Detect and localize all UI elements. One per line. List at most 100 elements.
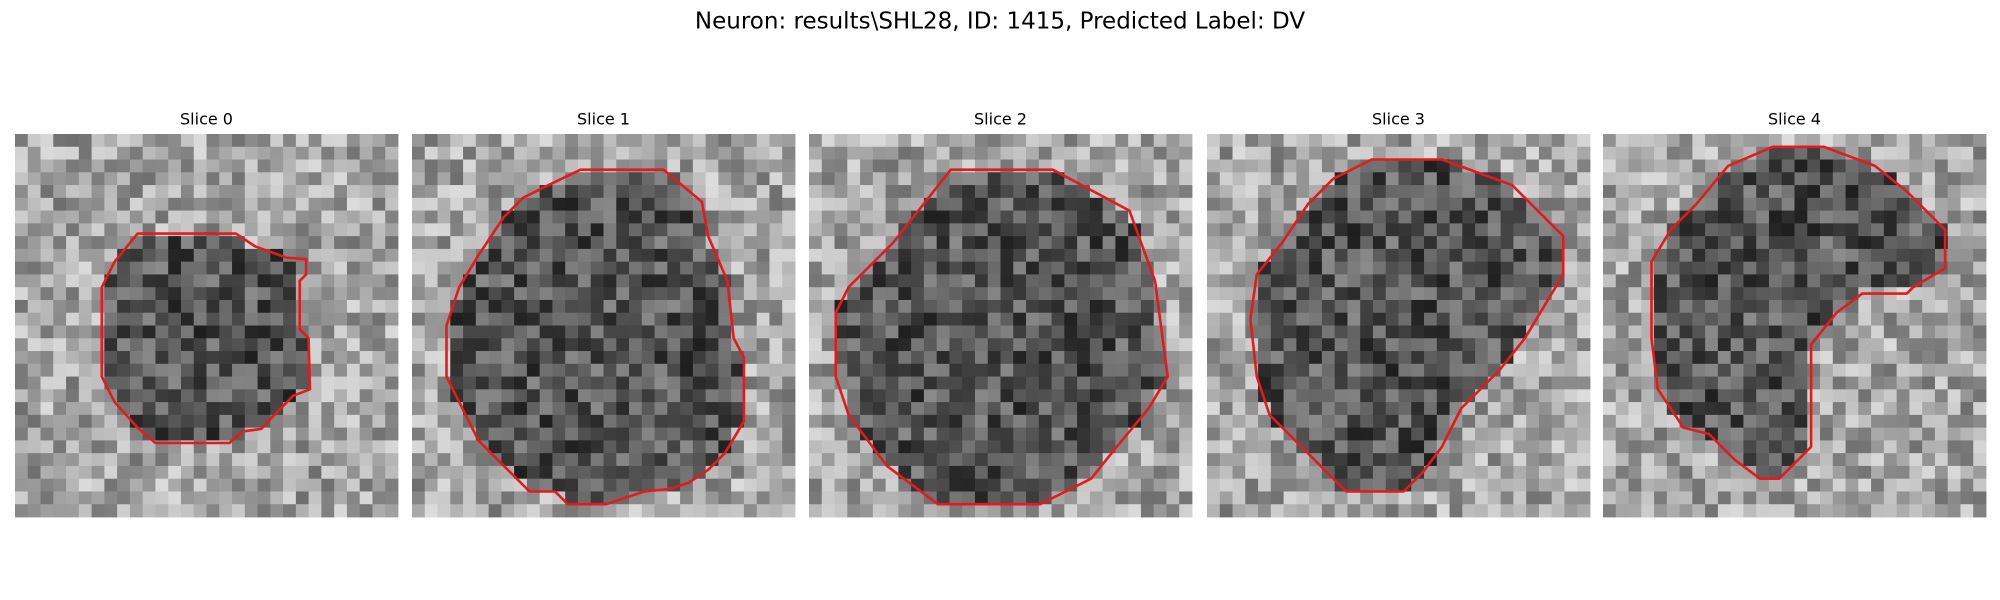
image-pixel [1153, 453, 1167, 467]
image-pixel [1551, 248, 1565, 263]
image-pixel [577, 363, 592, 377]
image-pixel [782, 146, 796, 160]
image-pixel [372, 274, 386, 288]
image-pixel [731, 491, 745, 505]
image-pixel [769, 287, 783, 301]
image-pixel [1462, 261, 1476, 275]
image-pixel [142, 478, 156, 492]
image-pixel [437, 351, 451, 365]
image-pixel [437, 134, 451, 148]
image-pixel [1219, 453, 1233, 467]
image-pixel [412, 504, 426, 518]
image-pixel [1832, 402, 1846, 416]
image-pixel [1270, 146, 1284, 160]
image-pixel [1692, 325, 1706, 339]
image-pixel [1858, 491, 1872, 505]
image-pixel [463, 440, 477, 454]
image-pixel [206, 146, 220, 160]
image-pixel [514, 159, 528, 173]
image-pixel [244, 402, 258, 416]
image-pixel [1781, 414, 1795, 429]
image-pixel [1179, 159, 1193, 173]
image-pixel [974, 210, 989, 224]
image-pixel [1934, 478, 1949, 492]
image-pixel [1334, 402, 1348, 416]
image-pixel [193, 453, 207, 467]
image-pixel [616, 287, 630, 301]
image-pixel [1730, 261, 1744, 275]
image-pixel [1245, 478, 1259, 492]
image-pixel [78, 312, 92, 326]
image-pixel [1232, 427, 1246, 441]
slice-image [15, 134, 399, 518]
image-pixel [1513, 299, 1527, 314]
image-pixel [731, 159, 745, 173]
image-pixel [412, 197, 426, 211]
image-pixel [1526, 312, 1540, 326]
image-pixel [577, 185, 592, 199]
image-pixel [1679, 261, 1693, 275]
image-pixel [1102, 325, 1116, 339]
image-pixel [1385, 453, 1399, 467]
image-pixel [142, 351, 156, 365]
image-pixel [1038, 453, 1052, 467]
image-pixel [1166, 363, 1180, 377]
image-pixel [1500, 402, 1514, 416]
image-pixel [104, 402, 118, 416]
image-pixel [424, 414, 438, 429]
image-pixel [769, 427, 783, 441]
image-pixel [962, 453, 976, 467]
image-pixel [78, 351, 92, 365]
image-pixel [232, 236, 246, 250]
image-pixel [1398, 325, 1412, 339]
image-pixel [1768, 210, 1783, 224]
image-pixel [1820, 299, 1834, 314]
image-pixel [1603, 197, 1617, 211]
image-pixel [577, 299, 592, 314]
image-pixel [987, 491, 1001, 505]
image-pixel [936, 427, 950, 441]
image-pixel [974, 172, 989, 186]
image-pixel [1462, 299, 1476, 314]
image-pixel [488, 236, 502, 250]
image-pixel [860, 312, 874, 326]
image-pixel [308, 402, 322, 416]
image-pixel [334, 376, 348, 390]
image-pixel [1871, 478, 1885, 492]
image-pixel [1128, 389, 1142, 403]
image-pixel [1654, 134, 1668, 148]
image-pixel [1026, 338, 1040, 352]
image-pixel [1270, 465, 1284, 480]
image-pixel [1743, 159, 1757, 173]
image-pixel [1321, 376, 1336, 390]
image-pixel [1743, 325, 1757, 339]
image-pixel [1513, 325, 1527, 339]
image-pixel [809, 312, 823, 326]
image-pixel [987, 338, 1001, 352]
image-pixel [923, 351, 938, 365]
image-pixel [1973, 312, 1987, 326]
image-pixel [206, 185, 220, 199]
image-pixel [91, 504, 105, 518]
image-pixel [667, 363, 681, 377]
image-pixel [1934, 427, 1949, 441]
image-pixel [1679, 210, 1693, 224]
image-pixel [667, 376, 681, 390]
image-pixel [860, 197, 874, 211]
image-pixel [1756, 210, 1770, 224]
image-pixel [1564, 389, 1578, 403]
image-pixel [1424, 389, 1438, 403]
image-pixel [450, 223, 464, 237]
image-pixel [1730, 504, 1744, 518]
image-pixel [155, 172, 169, 186]
image-pixel [1551, 338, 1565, 352]
image-pixel [1207, 312, 1221, 326]
image-pixel [514, 134, 528, 148]
image-pixel [1705, 134, 1719, 148]
image-pixel [321, 491, 335, 505]
image-pixel [629, 325, 643, 339]
image-pixel [1013, 185, 1027, 199]
image-pixel [962, 504, 976, 518]
image-pixel [1909, 376, 1923, 390]
image-pixel [1807, 261, 1821, 275]
